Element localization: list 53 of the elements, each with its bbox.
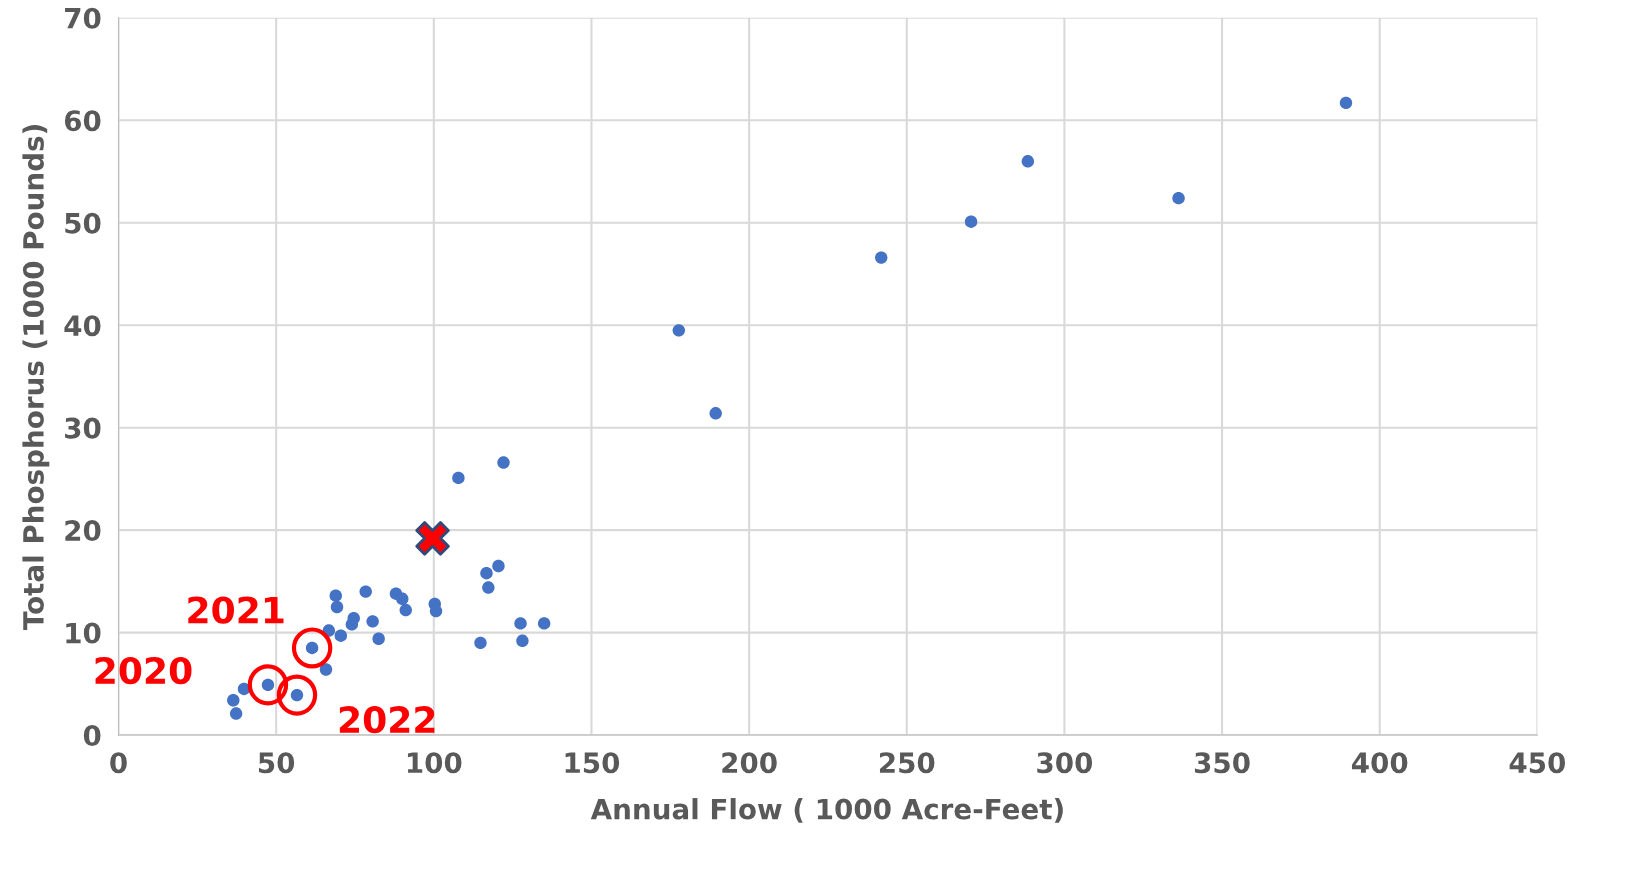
point <box>537 617 551 630</box>
point <box>1172 191 1185 205</box>
y-tick-label: 40 <box>64 315 101 337</box>
point <box>497 456 510 469</box>
x-tick-label: 0 <box>110 752 127 774</box>
y-tick-label: 10 <box>66 622 101 644</box>
y-tick-label: 60 <box>64 110 101 132</box>
point <box>330 600 344 614</box>
point <box>227 694 240 707</box>
point <box>415 521 450 556</box>
x-tick-label: 350 <box>1194 752 1250 774</box>
annotation: 2021 <box>188 596 284 624</box>
point <box>452 471 465 485</box>
x-tick-label: 250 <box>879 752 935 774</box>
point <box>1339 96 1353 110</box>
y-tick-label: 20 <box>65 520 101 542</box>
point <box>237 682 251 696</box>
x-tick-label: 150 <box>565 752 620 774</box>
point <box>480 566 493 580</box>
point <box>366 615 379 628</box>
point <box>516 634 529 648</box>
annotation: 2022 <box>339 706 435 734</box>
point <box>1021 155 1035 168</box>
point <box>474 636 487 650</box>
y-tick-label: 30 <box>65 417 101 439</box>
point <box>396 592 409 606</box>
point <box>319 663 333 676</box>
x-tick-label: 400 <box>1351 752 1408 774</box>
y-tick-label: 0 <box>83 725 101 747</box>
point <box>359 585 372 598</box>
point <box>399 603 412 617</box>
point <box>709 407 722 420</box>
y-axis-title: Total Phosphorus (1000 Pounds) <box>22 125 50 631</box>
annotation: 2020 <box>95 656 192 685</box>
point <box>372 632 385 645</box>
point <box>875 251 888 264</box>
y-tick-label: 70 <box>65 7 101 29</box>
point <box>514 617 527 630</box>
point <box>492 559 505 573</box>
x-tick-label: 50 <box>258 752 295 774</box>
x-tick-label: 300 <box>1037 752 1093 774</box>
point <box>964 215 978 228</box>
point <box>429 604 443 618</box>
x-tick-label: 450 <box>1509 752 1566 774</box>
point <box>672 324 686 337</box>
y-tick-label: 50 <box>65 212 101 234</box>
x-tick-label: 200 <box>722 752 777 774</box>
x-axis-title: Annual Flow ( 1000 Acre-Feet) <box>590 798 1063 823</box>
point <box>229 707 243 720</box>
point <box>334 629 348 642</box>
x-tick-label: 100 <box>407 752 462 774</box>
point <box>329 589 342 602</box>
point <box>482 581 495 594</box>
